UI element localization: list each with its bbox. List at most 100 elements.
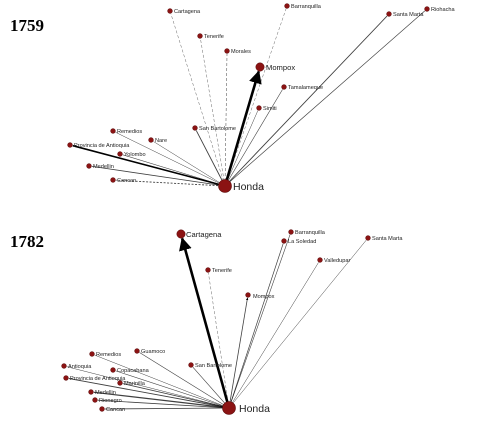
node-label-barranquilla: Barranquilla [291,4,322,10]
edge-antioquia [66,366,230,409]
node-simiti [256,105,262,111]
node-label-medellin: Medellin [95,390,116,396]
edge-remedios [94,354,230,409]
node-label-antioquia: Antioquia [68,364,92,370]
edge-riohacha [224,10,426,187]
node-label-riohacha: Riohacha [431,7,456,13]
edge-tenerife [208,272,230,409]
node-cancan [110,177,116,183]
node-label-cancan: Cancan [117,178,136,184]
edge-tamalameque [224,89,283,187]
node-la-soledad [281,238,287,244]
node-tenerife [197,33,203,39]
edge-la-soledad [228,243,284,409]
hub-label: Honda [233,181,264,193]
nodes-1782: Cartagena Barranquilla La Soledad Santa Mar… [61,229,403,415]
node-medellin [86,163,92,169]
edge-morales [224,53,228,187]
edge-valledupar [228,262,319,409]
node-barranquilla [288,229,294,235]
node-antioquia [61,363,67,369]
node-label-guamoco: Guamoco [141,349,165,355]
node-label-remedios: Remedios [96,352,121,358]
edge-nare [153,141,226,187]
edge-cartagena [170,13,226,187]
node-marinilla [117,380,123,386]
node-mompox [255,62,265,72]
node-label-tenerife: Tenerife [212,268,232,274]
panel-1759: 1759 Cartagena Barranquilla Santa Marta Rio… [10,3,456,193]
edge-san-bartolome [195,130,226,187]
node-label-marinilla: Marinilla [124,381,146,387]
node-label-provincia-de-antioquia: Provincia de Antioquia [74,143,130,149]
node-label-valledupar: Valledupar [324,258,350,264]
node-cartagena [167,8,173,14]
node-label-morales: Morales [231,49,251,55]
node-barranquilla [284,3,290,9]
edge-medellin [91,166,226,187]
edge-provincia-de-antioquia [68,378,230,409]
hub-node-honda [218,179,232,193]
node-morales [224,48,230,54]
node-label-cartagena: Cartagena [186,230,222,239]
nodes-1759: Cartagena Barranquilla Santa Marta Riohacha… [67,3,456,193]
node-riohacha [424,6,430,12]
node-tamalameque [281,84,287,90]
edge-cancan [115,179,226,187]
edge-provincia-de-antioquia [72,144,226,187]
node-tenerife [205,267,211,273]
node-label-san-bartolome: San Bartolome [195,363,232,369]
node-provincia-de-antioquia [67,142,73,148]
node-provincia-de-antioquia [63,375,69,381]
node-label-copacabana: Copacabana [117,368,150,374]
node-santa-marta [365,235,371,241]
edge-santa-marta [224,15,388,187]
node-san-bartolome [192,125,198,131]
edge-tenerife [200,38,226,187]
node-yolombo [117,151,123,157]
edges-1782 [66,234,367,410]
edge-remedios [115,132,226,187]
node-remedios [89,351,95,357]
node-label-provincia-de-antioquia: Provincia de Antioquia [70,376,126,382]
node-guamoco [134,348,140,354]
node-nare [148,137,154,143]
node-copacabana [110,367,116,373]
edge-marinilla [122,383,230,409]
year-label-1759: 1759 [10,16,44,35]
node-san-bartolome [188,362,194,368]
edge-cartagena [179,237,231,409]
node-label-la-soledad: La Soledad [288,239,316,245]
edge-guamoco [139,352,230,409]
node-label-mompox: Mompox [266,63,295,72]
node-label-santa-marta: Santa Marta [372,236,403,242]
year-label-1782: 1782 [10,232,44,251]
node-label-san-bartolome: San Bartolome [199,126,236,132]
edge-cancan [104,407,230,410]
node-label-nare: Nare [155,138,167,144]
edge-san-bartolome [192,367,230,409]
node-label-santa-marta: Santa Marta [393,12,424,18]
node-label-remedios: Remedios [117,129,142,135]
node-label-cartagena: Cartagena [174,9,201,15]
node-label-medellin: Medellin [93,164,114,170]
hub-node-honda [222,401,236,415]
node-label-mompox: Mompox [253,294,275,300]
edge-santa-marta [228,240,367,409]
node-rionegro [92,397,98,403]
edge-rionegro [97,399,230,409]
node-cartagena [176,229,186,239]
edge-simiti [224,110,259,187]
edge-yolombo [122,154,226,187]
node-cancan [99,406,105,412]
node-label-tenerife: Tenerife [204,34,224,40]
edge-mompox [228,297,249,409]
edge-medellin [93,391,230,409]
node-valledupar [317,257,323,263]
node-remedios [110,128,116,134]
node-label-yolombo: Yolombo [124,152,146,158]
edge-barranquilla [224,8,287,187]
panel-1782: 1782 Cartagena Barranquilla La Soledad Sant… [10,229,403,415]
node-label-simiti: Simiti [263,106,277,112]
